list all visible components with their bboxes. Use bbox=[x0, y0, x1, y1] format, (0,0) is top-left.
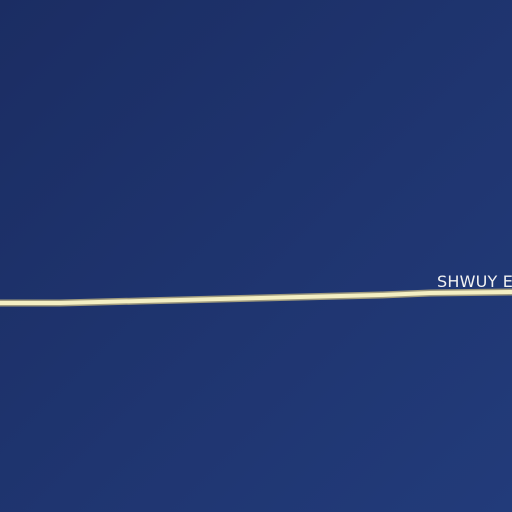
road-line[interactable] bbox=[0, 290, 512, 305]
road-label: SHWUY E bbox=[437, 272, 512, 291]
